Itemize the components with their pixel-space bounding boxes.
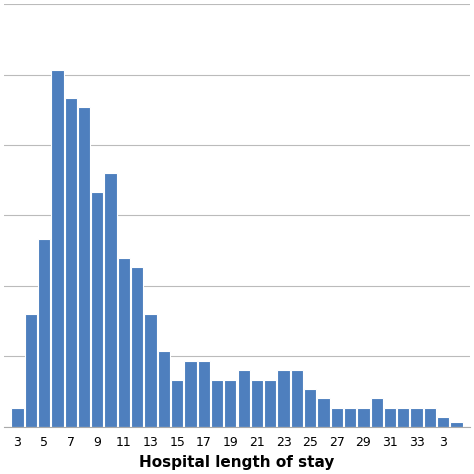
Bar: [104, 173, 117, 427]
Bar: [344, 408, 356, 427]
X-axis label: Hospital length of stay: Hospital length of stay: [139, 455, 335, 470]
Bar: [145, 314, 156, 427]
Bar: [437, 417, 449, 427]
Bar: [25, 314, 37, 427]
Bar: [224, 380, 237, 427]
Bar: [211, 380, 223, 427]
Bar: [118, 257, 130, 427]
Bar: [331, 408, 343, 427]
Bar: [277, 370, 290, 427]
Bar: [371, 398, 383, 427]
Bar: [318, 398, 329, 427]
Bar: [91, 192, 103, 427]
Bar: [357, 408, 370, 427]
Bar: [450, 422, 463, 427]
Bar: [198, 361, 210, 427]
Bar: [291, 370, 303, 427]
Bar: [78, 108, 90, 427]
Bar: [264, 380, 276, 427]
Bar: [11, 408, 24, 427]
Bar: [384, 408, 396, 427]
Bar: [158, 351, 170, 427]
Bar: [251, 380, 263, 427]
Bar: [424, 408, 436, 427]
Bar: [38, 239, 50, 427]
Bar: [410, 408, 423, 427]
Bar: [51, 70, 64, 427]
Bar: [171, 380, 183, 427]
Bar: [131, 267, 143, 427]
Bar: [237, 370, 250, 427]
Bar: [184, 361, 197, 427]
Bar: [304, 389, 316, 427]
Bar: [64, 98, 77, 427]
Bar: [397, 408, 410, 427]
